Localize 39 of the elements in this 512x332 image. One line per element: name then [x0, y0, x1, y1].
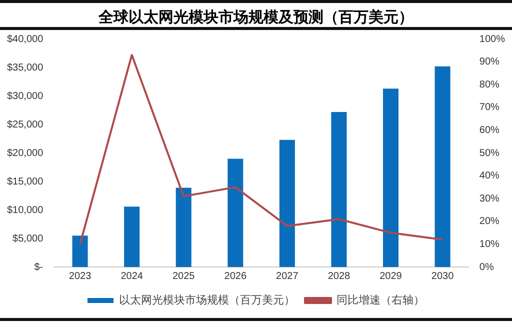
bar [176, 188, 192, 267]
y2-tick-label: 90% [479, 56, 500, 68]
bar [124, 206, 140, 267]
chart-title: 全球以太网光模块市场规模及预测（百万美元） [0, 0, 512, 30]
y2-tick-label: 100% [479, 34, 506, 45]
y-tick-label: $20,000 [6, 148, 44, 159]
bar [279, 140, 295, 267]
y-tick-label: $35,000 [6, 62, 44, 74]
x-tick-label: 2029 [380, 270, 402, 282]
x-tick-label: 2025 [172, 270, 196, 282]
y2-tick-label: 0% [479, 262, 494, 273]
y-tick-label: $- [34, 262, 44, 273]
y-tick-label: $30,000 [6, 90, 44, 102]
y-tick-label: $25,000 [6, 119, 44, 130]
y2-tick-label: 10% [479, 238, 500, 250]
x-tick-label: 2026 [224, 270, 247, 282]
y-tick-label: $5,000 [12, 233, 44, 244]
bar [331, 112, 347, 267]
x-tick-label: 2030 [431, 270, 454, 282]
legend-label: 同比增速（右轴） [336, 293, 424, 306]
y-tick-label: $15,000 [6, 176, 44, 188]
y2-tick-label: 30% [479, 193, 500, 204]
y2-tick-label: 20% [479, 216, 500, 228]
legend-label: 以太网光模块市场规模（百万美元） [119, 293, 295, 306]
y2-tick-label: 70% [479, 102, 500, 114]
bar [72, 236, 88, 267]
y2-tick-label: 60% [479, 124, 500, 136]
y2-tick-label: 40% [479, 170, 500, 182]
x-tick-label: 2028 [328, 270, 351, 282]
y-tick-label: $40,000 [6, 34, 44, 45]
x-tick-label: 2024 [120, 270, 144, 282]
bar [228, 158, 244, 267]
y-tick-label: $10,000 [6, 204, 44, 216]
x-tick-label: 2023 [68, 270, 92, 282]
y2-tick-label: 50% [479, 148, 500, 159]
y2-tick-label: 80% [479, 79, 500, 90]
x-tick-label: 2027 [276, 270, 299, 282]
bar [382, 88, 399, 267]
bar [434, 66, 450, 267]
